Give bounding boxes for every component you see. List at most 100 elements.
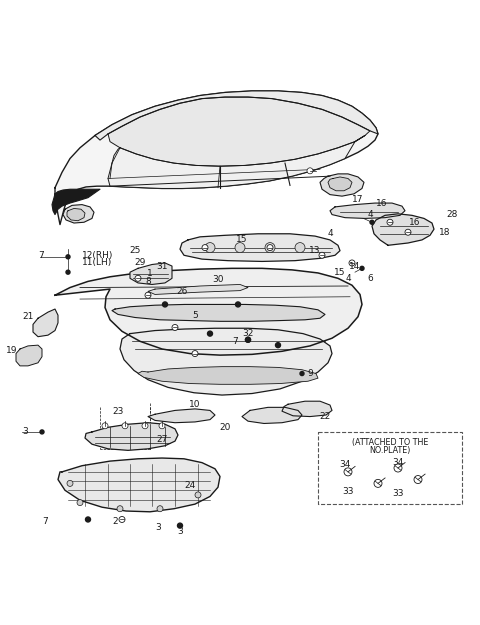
Circle shape xyxy=(307,168,313,174)
Polygon shape xyxy=(180,234,340,261)
Text: 25: 25 xyxy=(129,246,141,255)
Circle shape xyxy=(142,422,148,429)
Polygon shape xyxy=(130,263,172,284)
Text: 34: 34 xyxy=(339,459,351,469)
Polygon shape xyxy=(55,91,378,224)
Circle shape xyxy=(77,499,83,506)
Circle shape xyxy=(157,506,163,512)
Text: 7: 7 xyxy=(38,251,44,260)
Circle shape xyxy=(205,242,215,252)
Circle shape xyxy=(245,338,251,342)
Text: 17: 17 xyxy=(352,195,364,204)
Text: 9: 9 xyxy=(307,369,313,378)
Text: 5: 5 xyxy=(192,311,198,320)
Circle shape xyxy=(172,324,178,331)
Text: 28: 28 xyxy=(446,210,458,219)
Text: 24: 24 xyxy=(184,481,196,490)
Text: 7: 7 xyxy=(42,518,48,526)
Text: 18: 18 xyxy=(439,228,451,237)
Text: 13: 13 xyxy=(309,246,321,255)
Text: 15: 15 xyxy=(334,268,346,277)
Text: 33: 33 xyxy=(342,486,354,496)
Circle shape xyxy=(66,255,70,259)
Circle shape xyxy=(145,292,151,298)
Polygon shape xyxy=(328,177,352,191)
Circle shape xyxy=(265,242,275,252)
Text: 15: 15 xyxy=(236,236,248,244)
Circle shape xyxy=(207,331,213,336)
Text: 12(RH): 12(RH) xyxy=(82,251,113,260)
Circle shape xyxy=(370,220,374,224)
Circle shape xyxy=(267,244,273,251)
Circle shape xyxy=(202,244,208,251)
Polygon shape xyxy=(16,345,42,366)
Circle shape xyxy=(300,371,304,376)
Text: 30: 30 xyxy=(212,276,224,284)
Text: 2: 2 xyxy=(112,518,118,526)
Circle shape xyxy=(349,260,355,266)
Circle shape xyxy=(66,270,70,274)
Circle shape xyxy=(85,517,91,522)
Circle shape xyxy=(135,276,141,281)
Polygon shape xyxy=(85,422,178,451)
Text: 33: 33 xyxy=(392,489,404,498)
Circle shape xyxy=(163,302,168,307)
Polygon shape xyxy=(242,408,302,424)
Polygon shape xyxy=(52,189,100,214)
Text: 4: 4 xyxy=(367,210,373,219)
Text: 29: 29 xyxy=(134,259,146,268)
Text: 22: 22 xyxy=(319,412,331,421)
Polygon shape xyxy=(282,401,332,417)
Polygon shape xyxy=(138,367,318,384)
Circle shape xyxy=(295,242,305,252)
Circle shape xyxy=(235,242,245,252)
Polygon shape xyxy=(55,268,362,355)
Text: 23: 23 xyxy=(112,408,124,416)
Circle shape xyxy=(319,253,325,258)
Polygon shape xyxy=(95,91,378,140)
Polygon shape xyxy=(148,284,248,294)
Text: 7: 7 xyxy=(232,337,238,346)
Circle shape xyxy=(276,342,280,348)
Polygon shape xyxy=(63,204,94,223)
Circle shape xyxy=(245,338,251,342)
Circle shape xyxy=(159,422,165,429)
Text: 3: 3 xyxy=(155,522,161,532)
Circle shape xyxy=(387,219,393,225)
Text: NO.PLATE): NO.PLATE) xyxy=(369,446,411,455)
Text: 32: 32 xyxy=(242,329,254,338)
Circle shape xyxy=(195,492,201,498)
Text: 19: 19 xyxy=(6,346,18,355)
Circle shape xyxy=(360,266,364,271)
Text: 16: 16 xyxy=(409,217,421,227)
Circle shape xyxy=(119,516,125,522)
Circle shape xyxy=(102,422,108,429)
Circle shape xyxy=(117,506,123,512)
Polygon shape xyxy=(372,214,434,245)
Text: 4: 4 xyxy=(327,229,333,238)
Circle shape xyxy=(236,302,240,307)
Circle shape xyxy=(394,464,402,472)
Text: 3: 3 xyxy=(177,528,183,536)
Polygon shape xyxy=(33,309,58,337)
Text: 10: 10 xyxy=(189,400,201,409)
Circle shape xyxy=(40,430,44,434)
Circle shape xyxy=(414,476,422,484)
Polygon shape xyxy=(148,409,215,422)
Polygon shape xyxy=(320,174,364,196)
Text: 11(LH): 11(LH) xyxy=(82,259,112,268)
Text: 6: 6 xyxy=(367,274,373,283)
Text: 1: 1 xyxy=(147,269,153,278)
Circle shape xyxy=(192,351,198,357)
Text: 34: 34 xyxy=(392,458,404,467)
Text: 16: 16 xyxy=(376,199,388,208)
Text: 14: 14 xyxy=(349,261,360,271)
Text: 8: 8 xyxy=(145,277,151,286)
Polygon shape xyxy=(67,208,85,221)
Circle shape xyxy=(374,479,382,488)
Polygon shape xyxy=(120,328,332,395)
Polygon shape xyxy=(108,136,365,189)
Polygon shape xyxy=(58,458,220,512)
Circle shape xyxy=(178,523,182,528)
Text: 20: 20 xyxy=(219,423,231,432)
